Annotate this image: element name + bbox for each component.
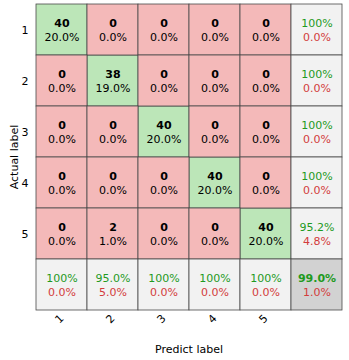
svg-text:0: 0: [58, 68, 66, 81]
svg-text:0.0%0: 0.0%0: [150, 286, 178, 299]
svg-text:20.0%20: 20.0%20: [198, 184, 233, 197]
svg-text:0: 0: [109, 119, 117, 132]
svg-text:40: 40: [258, 221, 274, 234]
svg-text:0: 0: [262, 170, 270, 183]
svg-text:0: 0: [262, 68, 270, 81]
svg-text:0.0%0: 0.0%0: [252, 184, 280, 197]
svg-text:0.0%0: 0.0%0: [48, 133, 76, 146]
svg-text:99.0%99: 99.0%99: [298, 272, 336, 285]
svg-text:0: 0: [211, 221, 219, 234]
svg-text:0.0%0: 0.0%0: [201, 286, 229, 299]
svg-text:100%100: 100%100: [301, 17, 332, 30]
svg-text:0.0%0: 0.0%0: [201, 235, 229, 248]
svg-text:20.0%20: 20.0%20: [249, 235, 284, 248]
svg-text:20.0%20: 20.0%20: [147, 133, 182, 146]
svg-text:0: 0: [211, 68, 219, 81]
svg-text:2: 2: [109, 221, 117, 234]
svg-text:0.0%0: 0.0%0: [201, 31, 229, 44]
svg-text:0.0%0: 0.0%0: [99, 31, 127, 44]
svg-text:Actual label: Actual label: [8, 125, 21, 190]
svg-text:0: 0: [160, 221, 168, 234]
svg-text:0.0%0: 0.0%0: [252, 31, 280, 44]
svg-text:0: 0: [58, 221, 66, 234]
svg-text:100%100: 100%100: [301, 68, 332, 81]
svg-text:0: 0: [262, 119, 270, 132]
svg-text:100%100: 100%100: [148, 272, 179, 285]
svg-text:0.0%0: 0.0%0: [48, 235, 76, 248]
svg-text:40: 40: [207, 170, 223, 183]
svg-text:0: 0: [211, 119, 219, 132]
svg-text:0.0%0: 0.0%0: [150, 235, 178, 248]
svg-text:0: 0: [58, 170, 66, 183]
svg-text:100%100: 100%100: [250, 272, 281, 285]
svg-text:0.0%0: 0.0%0: [48, 82, 76, 95]
svg-text:20.0%20: 20.0%20: [45, 31, 80, 44]
svg-text:Predict label: Predict label: [155, 343, 223, 356]
svg-text:0: 0: [160, 17, 168, 30]
svg-text:0.0%0: 0.0%0: [252, 133, 280, 146]
svg-text:0.0%0: 0.0%0: [150, 184, 178, 197]
svg-text:40: 40: [54, 17, 70, 30]
svg-text:0: 0: [109, 17, 117, 30]
svg-text:100%100: 100%100: [199, 272, 230, 285]
svg-text:0.0%0: 0.0%0: [201, 82, 229, 95]
svg-text:0.0%0: 0.0%0: [303, 184, 331, 197]
svg-text:1: 1: [22, 24, 29, 37]
svg-text:95.0%95: 95.0%95: [96, 272, 131, 285]
svg-text:2: 2: [103, 312, 117, 326]
svg-text:100%100: 100%100: [46, 272, 77, 285]
svg-text:5: 5: [256, 312, 270, 326]
svg-text:0.0%0: 0.0%0: [303, 82, 331, 95]
svg-text:4.8%4.8: 4.8%4.8: [303, 235, 331, 248]
svg-text:0.0%0: 0.0%0: [252, 286, 280, 299]
svg-text:0: 0: [109, 170, 117, 183]
svg-text:0.0%0: 0.0%0: [150, 31, 178, 44]
svg-text:100%100: 100%100: [301, 119, 332, 132]
svg-text:5: 5: [22, 228, 29, 241]
svg-text:0: 0: [58, 119, 66, 132]
svg-text:0.0%0: 0.0%0: [303, 31, 331, 44]
svg-text:0.0%0: 0.0%0: [99, 133, 127, 146]
svg-text:3: 3: [154, 312, 168, 326]
svg-text:19.0%19: 19.0%19: [96, 82, 131, 95]
svg-text:0.0%0: 0.0%0: [150, 82, 178, 95]
svg-text:0: 0: [211, 17, 219, 30]
svg-text:100%100: 100%100: [301, 170, 332, 183]
svg-text:4: 4: [22, 177, 29, 190]
svg-text:0.0%0: 0.0%0: [252, 82, 280, 95]
svg-text:1.0%1: 1.0%1: [303, 286, 331, 299]
svg-text:0.0%0: 0.0%0: [303, 133, 331, 146]
svg-text:4: 4: [205, 312, 219, 326]
svg-text:40: 40: [156, 119, 172, 132]
svg-text:1.0%1: 1.0%1: [99, 235, 127, 248]
svg-text:0: 0: [262, 17, 270, 30]
svg-text:0.0%0: 0.0%0: [48, 286, 76, 299]
svg-text:1: 1: [52, 312, 66, 326]
svg-text:5.0%5: 5.0%5: [99, 286, 127, 299]
svg-text:3: 3: [22, 126, 29, 139]
svg-text:0.0%0: 0.0%0: [99, 184, 127, 197]
svg-text:38: 38: [105, 68, 120, 81]
svg-text:95.2%95.2: 95.2%95.2: [300, 221, 335, 234]
svg-text:0: 0: [160, 170, 168, 183]
svg-text:0.0%0: 0.0%0: [201, 133, 229, 146]
svg-text:0: 0: [160, 68, 168, 81]
svg-text:2: 2: [22, 75, 29, 88]
svg-text:0.0%0: 0.0%0: [48, 184, 76, 197]
